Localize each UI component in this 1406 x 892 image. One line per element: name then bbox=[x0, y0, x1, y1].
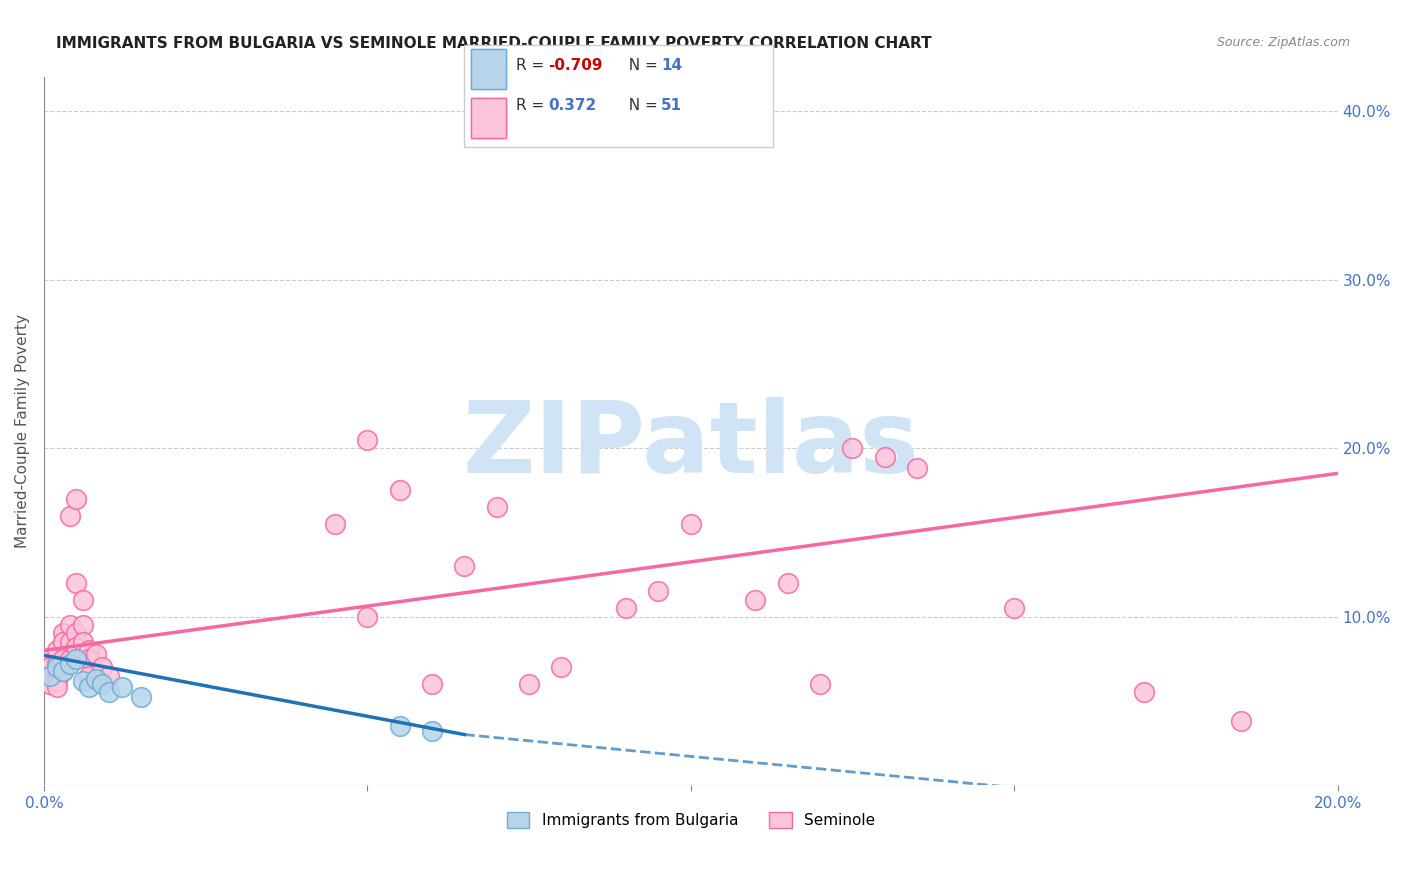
Point bbox=[84, 647, 107, 661]
Point bbox=[39, 668, 62, 682]
Point bbox=[39, 677, 62, 691]
Point bbox=[59, 657, 82, 671]
Point bbox=[129, 690, 152, 705]
Point bbox=[39, 651, 62, 665]
Point bbox=[59, 635, 82, 649]
Point bbox=[614, 601, 637, 615]
Point bbox=[45, 664, 67, 678]
Point bbox=[356, 433, 378, 447]
Text: 51: 51 bbox=[661, 98, 682, 113]
Point bbox=[679, 516, 702, 531]
Point bbox=[647, 584, 669, 599]
Point bbox=[550, 660, 572, 674]
Point bbox=[65, 491, 87, 506]
Point bbox=[45, 657, 67, 671]
Point bbox=[45, 681, 67, 695]
Point bbox=[1229, 714, 1251, 728]
Point bbox=[52, 635, 75, 649]
Point bbox=[65, 651, 87, 665]
Point bbox=[45, 643, 67, 657]
Text: R =: R = bbox=[516, 98, 554, 113]
Point bbox=[905, 461, 928, 475]
Point bbox=[453, 559, 475, 574]
Text: ZIPatlas: ZIPatlas bbox=[463, 397, 920, 494]
Point bbox=[65, 640, 87, 654]
Point bbox=[52, 626, 75, 640]
Point bbox=[1002, 601, 1025, 615]
Point bbox=[59, 618, 82, 632]
Point bbox=[59, 651, 82, 665]
Point bbox=[517, 677, 540, 691]
Point bbox=[873, 450, 896, 464]
Point bbox=[72, 673, 94, 688]
Point bbox=[841, 441, 863, 455]
Point bbox=[388, 483, 411, 498]
Point bbox=[323, 516, 346, 531]
Point bbox=[776, 575, 799, 590]
Point bbox=[356, 609, 378, 624]
Point bbox=[97, 685, 120, 699]
Point bbox=[59, 508, 82, 523]
Point bbox=[1132, 685, 1154, 699]
Point bbox=[52, 664, 75, 678]
Point bbox=[72, 592, 94, 607]
Point bbox=[45, 660, 67, 674]
Point bbox=[77, 643, 100, 657]
Point bbox=[84, 672, 107, 686]
Point bbox=[45, 673, 67, 688]
Point bbox=[91, 660, 114, 674]
Point bbox=[77, 668, 100, 682]
Point bbox=[420, 724, 443, 739]
Point bbox=[744, 592, 766, 607]
Point bbox=[110, 681, 132, 695]
Point bbox=[97, 668, 120, 682]
Point bbox=[65, 626, 87, 640]
Y-axis label: Married-Couple Family Poverty: Married-Couple Family Poverty bbox=[15, 314, 30, 549]
Text: 0.372: 0.372 bbox=[548, 98, 596, 113]
Point bbox=[39, 668, 62, 682]
Point bbox=[65, 575, 87, 590]
Point bbox=[39, 660, 62, 674]
Point bbox=[91, 677, 114, 691]
Legend: Immigrants from Bulgaria, Seminole: Immigrants from Bulgaria, Seminole bbox=[501, 805, 882, 834]
Point bbox=[420, 677, 443, 691]
Point bbox=[72, 635, 94, 649]
Point bbox=[808, 677, 831, 691]
Text: -0.709: -0.709 bbox=[548, 58, 603, 73]
Text: N =: N = bbox=[619, 58, 662, 73]
Text: IMMIGRANTS FROM BULGARIA VS SEMINOLE MARRIED-COUPLE FAMILY POVERTY CORRELATION C: IMMIGRANTS FROM BULGARIA VS SEMINOLE MAR… bbox=[56, 36, 932, 51]
Point bbox=[72, 618, 94, 632]
Text: Source: ZipAtlas.com: Source: ZipAtlas.com bbox=[1216, 36, 1350, 49]
Point bbox=[77, 681, 100, 695]
Text: R =: R = bbox=[516, 58, 550, 73]
Text: N =: N = bbox=[619, 98, 662, 113]
Point bbox=[52, 664, 75, 678]
Point bbox=[77, 651, 100, 665]
Point bbox=[485, 500, 508, 514]
Point bbox=[52, 651, 75, 665]
Text: 14: 14 bbox=[661, 58, 682, 73]
Point bbox=[388, 719, 411, 733]
